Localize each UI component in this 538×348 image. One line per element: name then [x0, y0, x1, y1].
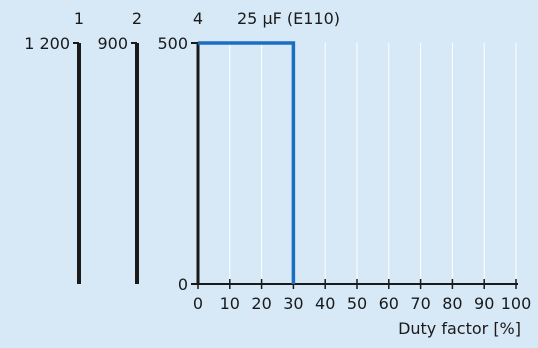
axis-header-2: 2 — [132, 9, 142, 28]
x-tick-label-0: 0 — [193, 294, 203, 313]
x-tick-label-1: 10 — [220, 294, 240, 313]
axis-header-1: 1 — [74, 9, 84, 28]
x-tick-label-7: 70 — [410, 294, 430, 313]
y-axis-top-label: 500 — [157, 34, 188, 53]
axis-header-4: 4 — [193, 9, 203, 28]
x-tick-label-3: 30 — [283, 294, 303, 313]
x-axis-label: Duty factor [%] — [398, 319, 521, 338]
y-axis-bottom-label: 0 — [178, 275, 188, 294]
x-tick-label-4: 40 — [315, 294, 335, 313]
x-tick-label-2: 20 — [251, 294, 271, 313]
series-line-0 — [198, 43, 293, 284]
grid — [230, 43, 516, 284]
chart-title: 25 µF (E110) — [237, 9, 340, 28]
axes — [73, 43, 518, 289]
x-tick-label-5: 50 — [347, 294, 367, 313]
x-tick-label-8: 80 — [442, 294, 462, 313]
x-tick-label-6: 60 — [379, 294, 399, 313]
series — [198, 43, 293, 284]
axis-1-top-label: 1 200 — [24, 34, 70, 53]
axis-2-top-label: 900 — [97, 34, 128, 53]
x-tick-label-10: 100 — [501, 294, 532, 313]
x-tick-label-9: 90 — [474, 294, 494, 313]
